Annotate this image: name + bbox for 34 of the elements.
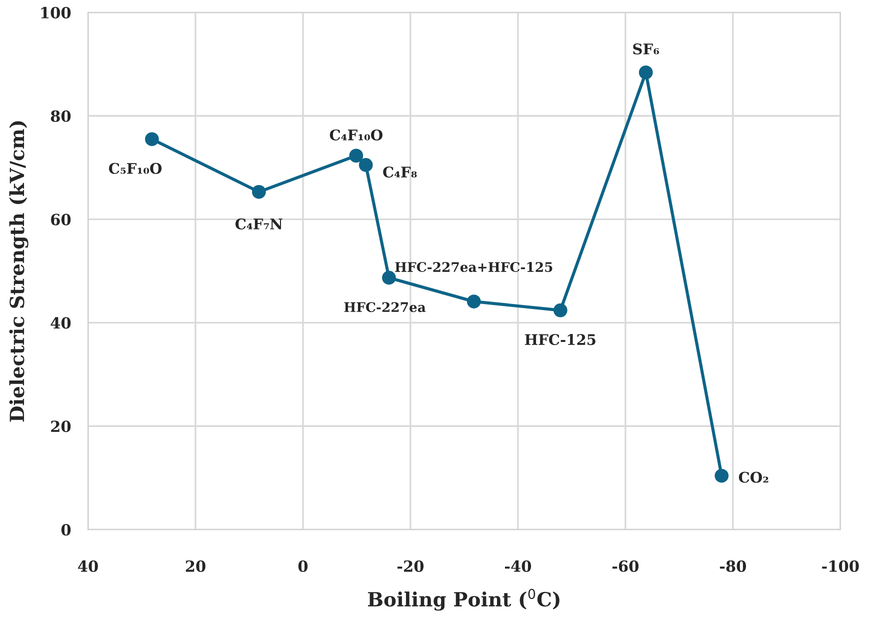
annotation: C₄F₁₀O — [330, 129, 382, 140]
y-tick-label: 80 — [50, 110, 71, 122]
point — [382, 270, 396, 285]
x-tick-label: 40 — [78, 560, 98, 572]
point — [145, 132, 159, 146]
y-tick-label: 100 — [41, 6, 71, 18]
point — [358, 158, 373, 172]
y-tick-label: 60 — [51, 214, 71, 226]
x-tick-label: 0 — [298, 560, 308, 572]
x-axis-title: Boiling Point ($^{0}$C) — [368, 588, 560, 611]
annotation: HFC-227ea+HFC-125 — [395, 262, 552, 272]
annotation: C₅F₁₀O — [108, 162, 162, 174]
annotation: CO₂ — [738, 472, 768, 483]
y-tick-label: 20 — [51, 420, 71, 432]
y-tick-label: 40 — [50, 317, 71, 329]
x-tick-label: -60 — [612, 560, 639, 572]
point — [349, 148, 364, 163]
point — [638, 66, 653, 80]
point — [466, 294, 481, 308]
annotation: SF₆ — [633, 43, 660, 54]
x-tick-label: -80 — [720, 560, 746, 572]
y-tick-label: 0 — [61, 524, 71, 536]
point — [714, 468, 729, 483]
y-axis-title: Dielectric Strength (kV/cm) — [9, 121, 28, 422]
annotation: C₄F₈ — [383, 166, 417, 178]
x-tick-label: -40 — [504, 560, 532, 572]
point — [252, 184, 266, 199]
point — [553, 303, 568, 318]
x-tick-label: -100 — [822, 560, 859, 572]
annotation: C₄F₇N — [235, 218, 282, 230]
annotation: HFC-227ea — [344, 302, 426, 312]
x-tick-label: 20 — [186, 560, 206, 572]
annotation: HFC-125 — [524, 334, 596, 346]
x-tick-label: -20 — [397, 560, 424, 572]
